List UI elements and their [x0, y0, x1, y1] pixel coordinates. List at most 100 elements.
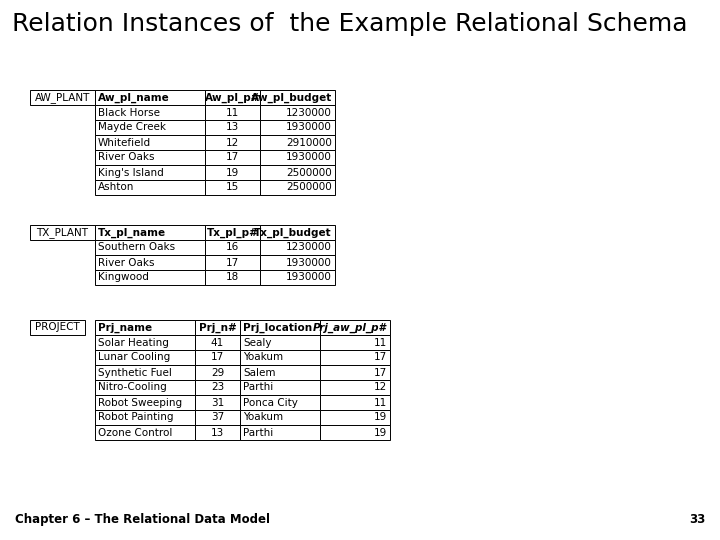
Text: Prj_location: Prj_location: [243, 322, 312, 333]
Bar: [320, 320, 390, 335]
Text: Robot Painting: Robot Painting: [98, 413, 174, 422]
Bar: [320, 350, 390, 365]
Text: 1930000: 1930000: [286, 123, 332, 132]
Text: 1230000: 1230000: [286, 107, 332, 118]
Bar: [260, 270, 335, 285]
Text: Aw_pl_budget: Aw_pl_budget: [251, 92, 332, 103]
Bar: [320, 425, 390, 440]
Text: 41: 41: [211, 338, 224, 348]
Bar: [95, 335, 195, 350]
Text: Southern Oaks: Southern Oaks: [98, 242, 175, 253]
Text: 11: 11: [374, 338, 387, 348]
Bar: [260, 90, 335, 105]
Bar: [240, 410, 320, 425]
Text: PROJECT: PROJECT: [35, 322, 80, 333]
Text: Synthetic Fuel: Synthetic Fuel: [98, 368, 172, 377]
Bar: [240, 395, 320, 410]
Text: Ponca City: Ponca City: [243, 397, 298, 408]
Bar: [260, 180, 335, 195]
Text: 11: 11: [374, 397, 387, 408]
Bar: [95, 135, 205, 150]
Bar: [30, 320, 85, 335]
Text: River Oaks: River Oaks: [98, 258, 155, 267]
Text: 15: 15: [226, 183, 239, 192]
Text: 1930000: 1930000: [286, 258, 332, 267]
Bar: [95, 425, 195, 440]
Bar: [95, 180, 205, 195]
Bar: [240, 365, 320, 380]
Text: Nitro-Cooling: Nitro-Cooling: [98, 382, 167, 393]
Text: 19: 19: [226, 167, 239, 178]
Bar: [195, 365, 240, 380]
Text: Sealy: Sealy: [243, 338, 271, 348]
Text: 18: 18: [226, 273, 239, 282]
Bar: [260, 150, 335, 165]
Text: Aw_pl_name: Aw_pl_name: [98, 92, 170, 103]
Text: 17: 17: [374, 368, 387, 377]
Text: 13: 13: [211, 428, 224, 437]
Text: 31: 31: [211, 397, 224, 408]
Text: 23: 23: [211, 382, 224, 393]
Text: Prj_aw_pl_p#: Prj_aw_pl_p#: [313, 322, 387, 333]
Text: 13: 13: [226, 123, 239, 132]
Text: Solar Heating: Solar Heating: [98, 338, 169, 348]
Bar: [205, 255, 260, 270]
Bar: [260, 225, 335, 240]
Text: Tx_pl_p#: Tx_pl_p#: [207, 227, 258, 238]
Text: Tx_pl_name: Tx_pl_name: [98, 227, 166, 238]
Bar: [95, 320, 195, 335]
Text: 12: 12: [374, 382, 387, 393]
Text: Prj_n#: Prj_n#: [199, 322, 236, 333]
Text: Kingwood: Kingwood: [98, 273, 149, 282]
Bar: [195, 380, 240, 395]
Bar: [95, 395, 195, 410]
Bar: [320, 335, 390, 350]
Bar: [240, 320, 320, 335]
Text: 1930000: 1930000: [286, 152, 332, 163]
Bar: [30, 90, 95, 105]
Text: Chapter 6 – The Relational Data Model: Chapter 6 – The Relational Data Model: [15, 513, 270, 526]
Bar: [205, 180, 260, 195]
Text: Whitefield: Whitefield: [98, 138, 151, 147]
Bar: [205, 150, 260, 165]
Text: Ashton: Ashton: [98, 183, 135, 192]
Text: 29: 29: [211, 368, 224, 377]
Text: Aw_pl_p#: Aw_pl_p#: [204, 92, 260, 103]
Bar: [260, 135, 335, 150]
Bar: [95, 365, 195, 380]
Text: Ozone Control: Ozone Control: [98, 428, 172, 437]
Bar: [320, 380, 390, 395]
Bar: [95, 150, 205, 165]
Bar: [320, 365, 390, 380]
Text: TX_PLANT: TX_PLANT: [37, 227, 89, 238]
Text: 17: 17: [226, 152, 239, 163]
Text: 17: 17: [374, 353, 387, 362]
Text: Robot Sweeping: Robot Sweeping: [98, 397, 182, 408]
Bar: [195, 335, 240, 350]
Text: Black Horse: Black Horse: [98, 107, 160, 118]
Bar: [260, 240, 335, 255]
Bar: [195, 425, 240, 440]
Bar: [95, 225, 205, 240]
Bar: [320, 395, 390, 410]
Bar: [260, 165, 335, 180]
Text: 17: 17: [226, 258, 239, 267]
Bar: [240, 350, 320, 365]
Bar: [205, 240, 260, 255]
Bar: [95, 255, 205, 270]
Text: 11: 11: [226, 107, 239, 118]
Text: Prj_name: Prj_name: [98, 322, 152, 333]
Bar: [95, 120, 205, 135]
Bar: [195, 410, 240, 425]
Bar: [205, 225, 260, 240]
Bar: [260, 120, 335, 135]
Text: 1930000: 1930000: [286, 273, 332, 282]
Bar: [240, 380, 320, 395]
Text: 37: 37: [211, 413, 224, 422]
Text: 17: 17: [211, 353, 224, 362]
Bar: [205, 90, 260, 105]
Bar: [260, 105, 335, 120]
Bar: [240, 335, 320, 350]
Bar: [205, 270, 260, 285]
Text: 2910000: 2910000: [286, 138, 332, 147]
